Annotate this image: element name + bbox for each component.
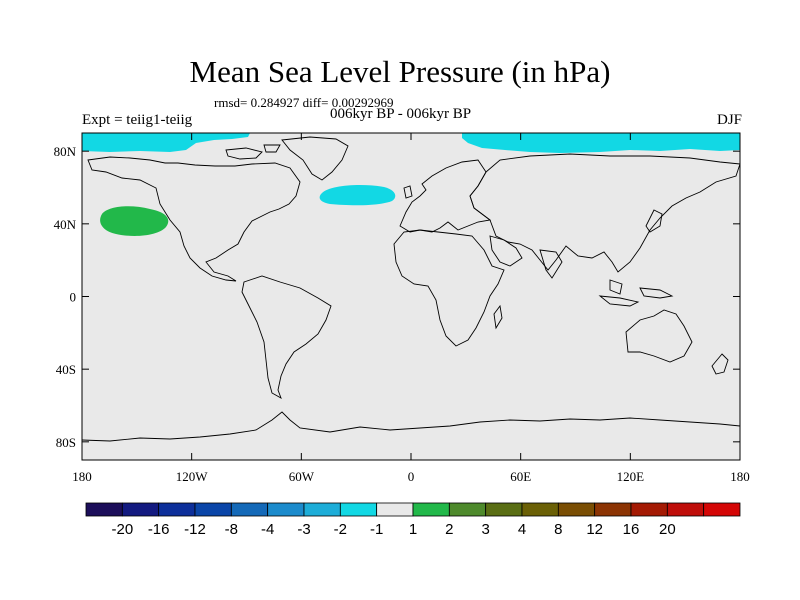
lat-tick-label: 80N xyxy=(54,144,77,159)
colorbar-label: 8 xyxy=(554,521,562,538)
colorbar-label: -3 xyxy=(297,521,310,538)
coastlines xyxy=(82,136,740,442)
colorbar-swatch xyxy=(448,502,487,517)
lon-tick-label: 60W xyxy=(289,469,315,484)
colorbar-swatch xyxy=(485,502,523,517)
colorbar-label: -16 xyxy=(148,521,170,538)
colorbar-swatch xyxy=(158,502,196,517)
experiment-label: Expt = teiig1-teiig xyxy=(82,112,193,128)
season-label: DJF xyxy=(716,112,742,128)
colorbar-label: 20 xyxy=(659,521,676,538)
colorbar-label: 2 xyxy=(445,521,453,538)
north-atlantic-negative xyxy=(319,185,396,206)
lat-tick-label: 80S xyxy=(56,435,76,450)
coastline-north-america xyxy=(87,156,301,282)
coastline-asia xyxy=(469,153,740,273)
colorbar-label: 16 xyxy=(623,521,640,538)
coastline-india xyxy=(539,249,563,279)
coastline-antarctica xyxy=(82,411,740,442)
colorbar-swatch xyxy=(267,502,305,517)
colorbar-swatch xyxy=(303,502,341,517)
lon-tick-label: 120W xyxy=(176,469,209,484)
colorbar-swatch xyxy=(339,502,378,517)
coastline-japan xyxy=(645,209,663,233)
colorbar-label: -8 xyxy=(225,521,238,538)
period-label: 006kyr BP - 006kyr BP xyxy=(330,106,472,122)
colorbar-swatch xyxy=(376,502,414,517)
colorbar-label: -20 xyxy=(111,521,133,538)
colorbar-swatch xyxy=(121,502,160,517)
map-title: Mean Sea Level Pressure (in hPa) xyxy=(189,54,611,89)
lon-tick-label: 180 xyxy=(730,469,750,484)
stats-label: rmsd= 0.284927 diff= 0.00292969 xyxy=(214,95,394,110)
colorbar-swatch xyxy=(412,502,450,517)
colorbar-label: 3 xyxy=(481,521,489,538)
colorbar-label: 1 xyxy=(409,521,417,538)
colorbar: -20 -16 -12 -8 -4 -3 -2 -1 1 2 3 4 8 12 16 20 xyxy=(85,502,741,538)
colorbar-swatch xyxy=(666,502,705,517)
colorbar-swatch xyxy=(85,502,123,517)
colorbar-label: -2 xyxy=(334,521,347,538)
lon-tick-label: 180 xyxy=(72,469,92,484)
colorbar-label: -1 xyxy=(370,521,383,538)
coastline-arabia xyxy=(489,235,523,267)
colorbar-swatch xyxy=(630,502,668,517)
coastline-arctic-islands xyxy=(225,144,281,160)
coastline-british-isles xyxy=(403,185,413,199)
lat-tick-label: 40S xyxy=(56,362,76,377)
colorbar-swatch xyxy=(703,502,741,517)
coastline-south-america xyxy=(241,275,332,399)
arctic-negative-west xyxy=(82,133,250,152)
colorbar-label: -4 xyxy=(261,521,274,538)
colorbar-swatch xyxy=(557,502,596,517)
north-pacific-positive xyxy=(100,206,169,236)
colorbar-label: 12 xyxy=(586,521,603,538)
colorbar-label: 4 xyxy=(518,521,526,538)
coastline-australia xyxy=(625,309,693,363)
arctic-negative-east xyxy=(462,133,740,153)
colorbar-swatch xyxy=(194,502,232,517)
coastline-indonesia xyxy=(598,279,674,307)
lat-tick-label: 0 xyxy=(70,290,77,305)
colorbar-swatch xyxy=(594,502,632,517)
lon-tick-label: 0 xyxy=(408,469,415,484)
anomaly-shading xyxy=(82,133,740,236)
lon-tick-label: 120E xyxy=(617,469,645,484)
colorbar-swatch xyxy=(521,502,559,517)
lon-tick-label: 60E xyxy=(510,469,531,484)
latitude-ticks: 80N 40N 0 40S 80S xyxy=(54,144,740,450)
coastline-africa xyxy=(393,229,505,347)
coastline-greenland xyxy=(281,136,349,181)
map-field xyxy=(82,133,740,460)
colorbar-swatch xyxy=(230,502,269,517)
coastline-new-zealand xyxy=(711,353,729,375)
colorbar-label: -12 xyxy=(184,521,206,538)
coastline-madagascar xyxy=(493,304,503,330)
longitude-ticks: 180 120W 60W 0 60E 120E 180 xyxy=(72,133,750,484)
lat-tick-label: 40N xyxy=(54,217,77,232)
